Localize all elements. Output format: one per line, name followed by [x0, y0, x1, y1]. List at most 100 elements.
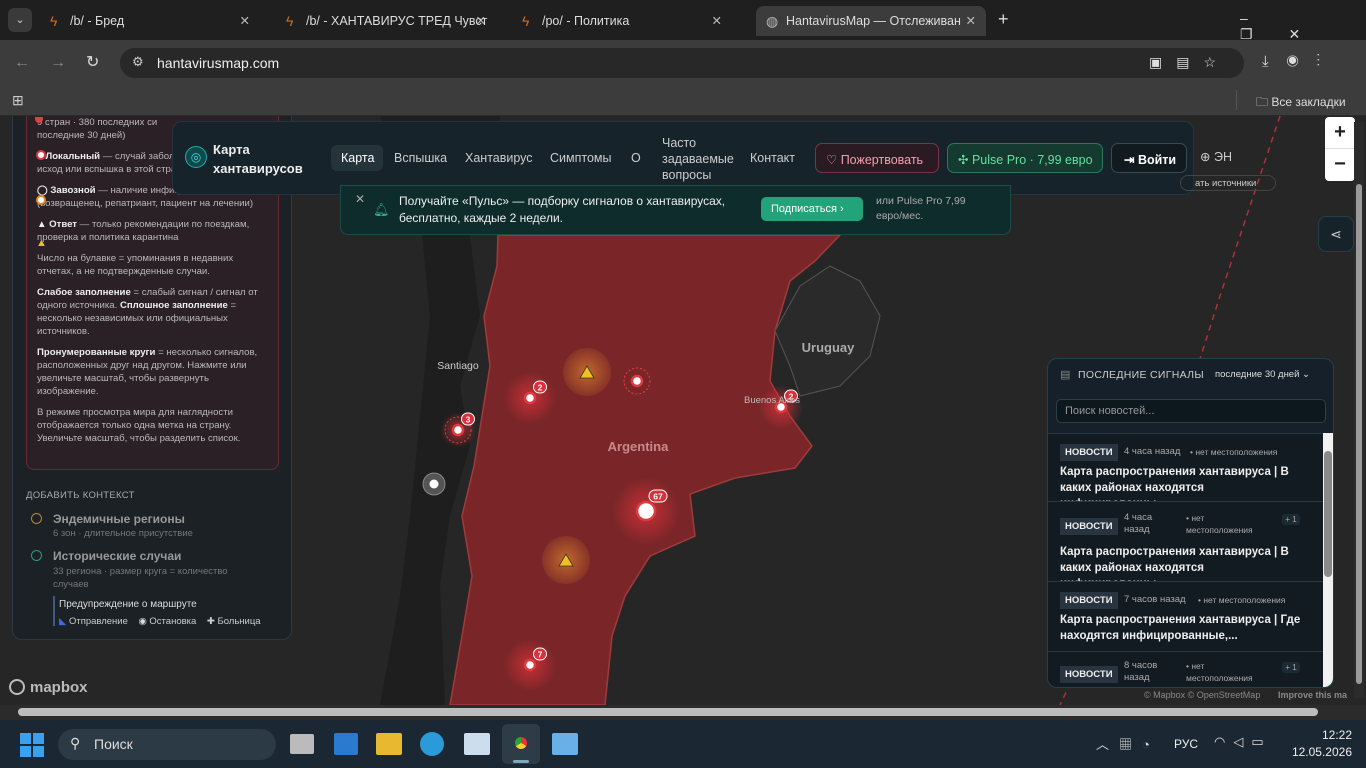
news-item[interactable]: НОВОСТИ 4 часа назад • нет местоположени…: [1048, 433, 1323, 510]
task-view[interactable]: [290, 734, 314, 754]
improve-link[interactable]: Improve this ma: [1278, 690, 1348, 700]
marker[interactable]: [558, 553, 574, 567]
legend-text: = несколько независимых или официальных …: [37, 300, 237, 337]
address-bar[interactable]: ⚙ hantavirusmap.com ▣▤☆: [120, 48, 1244, 78]
brand-icon[interactable]: ◎: [185, 146, 207, 168]
news-loc: • нет местоположения: [1186, 661, 1253, 683]
uruguay: [774, 265, 881, 397]
newsletter-banner: ✕ 🔔︎ Получайте «Пульс» — подборку сигнал…: [340, 185, 1011, 235]
period-select[interactable]: последние 30 дней ⌄: [1215, 369, 1311, 380]
news-tag: НОВОСТИ: [1060, 666, 1118, 683]
map-label: Uruguay: [802, 340, 856, 355]
nav-link[interactable]: Хантавирус: [465, 151, 533, 165]
context-sub: 6 зон · длительное присутствие: [53, 528, 193, 539]
news-time: 8 часов назад: [1124, 660, 1158, 683]
news-item[interactable]: НОВОСТИ 7 часов назад • нет местоположен…: [1048, 581, 1323, 651]
cluster-marker[interactable]: [451, 423, 465, 437]
news-loc: • нет местоположения: [1198, 595, 1286, 605]
taskbar-search[interactable]: ⚲ Поиск: [58, 729, 276, 760]
marker[interactable]: [579, 365, 595, 379]
news-tag: НОВОСТИ: [1060, 592, 1118, 609]
subscribe-button[interactable]: Подписаться ›: [761, 197, 863, 221]
app-icon[interactable]: [376, 733, 402, 755]
tab[interactable]: ◍ HantavirusMap — Отслеживан ✕: [756, 6, 986, 36]
news-tag: НОВОСТИ: [1060, 518, 1118, 535]
app-icon[interactable]: [334, 733, 358, 755]
banner-close[interactable]: ✕: [355, 192, 366, 206]
page-scrollbar[interactable]: [1354, 122, 1364, 698]
news-scrollbar[interactable]: [1323, 433, 1333, 687]
cluster-badge: [648, 489, 668, 503]
donate-button[interactable]: ♡ Пожертвовать: [815, 143, 939, 173]
news-search[interactable]: Поиск новостей...: [1056, 399, 1326, 423]
context-title[interactable]: Исторические случаи: [53, 549, 182, 563]
share-button[interactable]: ⋖: [1318, 216, 1354, 252]
news-item[interactable]: НОВОСТИ 4 часа назад • нет местоположени…: [1048, 501, 1323, 590]
tab[interactable]: ϟ/b/ - Бред ✕: [50, 13, 250, 29]
app-icon[interactable]: [420, 732, 444, 756]
legend-term: ▲ Ответ: [37, 219, 78, 230]
subscribe-label: Подписаться: [771, 203, 837, 215]
toolbar-actions[interactable]: ⤓◉⋮: [1262, 53, 1339, 70]
nav-link[interactable]: Карта: [341, 151, 375, 165]
app-icon[interactable]: [552, 733, 578, 755]
nav-link[interactable]: Контакт: [750, 151, 796, 165]
zoom-in[interactable]: +: [1325, 117, 1355, 149]
all-bookmarks[interactable]: 🗀 Все закладки: [1256, 95, 1346, 109]
cluster-marker[interactable]: [774, 400, 788, 414]
context-sub: 33 региона · размер круга = количество с…: [53, 566, 228, 590]
pro-button[interactable]: ✣ Pulse Pro · 7,99 евро: [947, 143, 1103, 173]
clock-time[interactable]: 12:22: [1321, 728, 1352, 742]
app-active[interactable]: [502, 724, 540, 764]
context-dot[interactable]: [31, 550, 42, 561]
lang-switch[interactable]: ⊕ ЭН: [1200, 150, 1232, 164]
map-canvas: 2 3 67 7 2 Santiago Uruguay Argentina Buenos…: [9, 116, 1348, 705]
argentina: [449, 234, 842, 705]
cluster-count: 67: [653, 492, 663, 502]
tray-icons[interactable]: ︿▦◔: [1096, 737, 1160, 752]
cluster-badge: [533, 380, 547, 394]
search-label: Поиск: [94, 736, 133, 752]
window-controls[interactable]: –❐✕: [1240, 10, 1337, 42]
site-nav: ◎ Карта хантавирусов Карта Вспышка Ханта…: [172, 121, 1194, 195]
legend-term: Сплошное заполнение: [119, 300, 228, 311]
cluster-marker[interactable]: [523, 391, 537, 405]
nav-link[interactable]: О: [631, 151, 641, 165]
cluster-marker[interactable]: [635, 500, 657, 522]
nav-buttons[interactable]: ←→↻: [14, 54, 120, 71]
sources-button[interactable]: ать источники: [1180, 175, 1276, 191]
tab-title: HantavirusMap — Отслеживан: [786, 14, 961, 28]
context-title[interactable]: Эндемичные регионы: [53, 512, 185, 526]
zoom-out[interactable]: −: [1334, 153, 1346, 175]
tab[interactable]: ϟ/po/ - Политика ✕: [522, 13, 722, 29]
tab-search[interactable]: ⌄: [8, 8, 32, 32]
tab-strip: ⌄ ϟ/b/ - Бред ✕ ϟ/b/ - ХАНТАВИРУС ТРЕД Чу…: [0, 0, 1366, 42]
new-tab[interactable]: +: [998, 9, 1009, 29]
login-button[interactable]: ⇥ Войти: [1111, 143, 1187, 173]
tab[interactable]: ϟ/b/ - ХАНТАВИРУС ТРЕД Чувст ✕: [286, 13, 488, 29]
app-icon[interactable]: [464, 733, 490, 755]
news-item[interactable]: НОВОСТИ 8 часов назад • нет местоположен…: [1048, 651, 1323, 687]
attribution: © Mapbox © OpenStreetMap: [1144, 690, 1260, 700]
marker[interactable]: [429, 479, 439, 489]
clock-date[interactable]: 12.05.2026: [1291, 745, 1352, 759]
apps-icon[interactable]: ⊞: [12, 92, 24, 108]
news-time: 4 часа назад: [1124, 512, 1153, 535]
marker[interactable]: [630, 374, 644, 388]
brand[interactable]: Карта хантавирусов: [213, 142, 303, 176]
mapbox-icon: [9, 679, 25, 695]
tray-status[interactable]: ◠◁▭: [1214, 734, 1272, 749]
nav-link[interactable]: Симптомы: [550, 151, 612, 165]
lang-label: ЭН: [1213, 150, 1232, 164]
context-dot[interactable]: [31, 513, 42, 524]
login-label: Войти: [1137, 153, 1177, 167]
start-button[interactable]: [20, 733, 44, 757]
nav-link[interactable]: Часто задаваемые вопросы: [662, 136, 734, 182]
tray-lang[interactable]: РУС: [1174, 737, 1199, 751]
cluster-marker[interactable]: [523, 658, 537, 672]
h-scrollbar[interactable]: [0, 705, 1366, 720]
nav-link[interactable]: Вспышка: [394, 151, 448, 165]
news-loc: • нет местоположения: [1190, 447, 1278, 457]
route-item: Отправление: [68, 616, 128, 627]
